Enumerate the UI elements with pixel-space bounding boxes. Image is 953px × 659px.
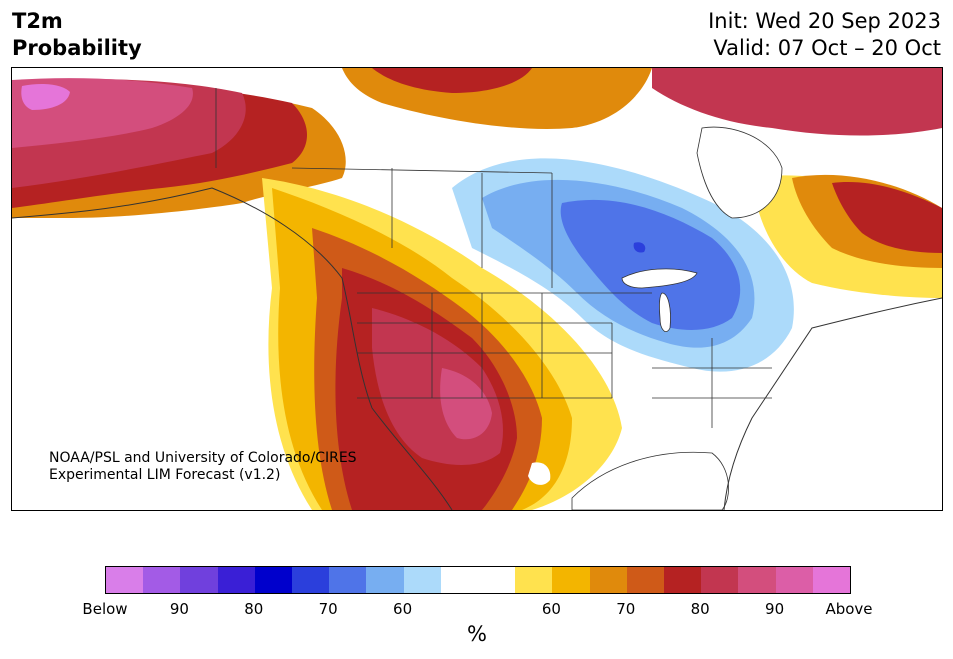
colorbar-above-8 <box>812 567 851 593</box>
colorbar-above-5 <box>701 567 739 593</box>
colorbar-below-6 <box>329 567 367 593</box>
west-coastline <box>12 187 453 510</box>
colorbar-tick-label: Above <box>825 600 873 618</box>
region-west-pink <box>440 368 492 440</box>
colorbar-tick-label: 60 <box>541 600 561 618</box>
colorbar-neutral <box>440 567 516 593</box>
map-svg <box>12 68 942 510</box>
lake-michigan <box>659 292 671 332</box>
credit-line2: Experimental LIM Forecast (v1.2) <box>49 467 281 483</box>
chart-title: T2m Probability <box>12 8 142 62</box>
credit-text: NOAA/PSL and University of Colorado/CIRE… <box>49 450 357 484</box>
region-alaska-violet <box>21 84 70 110</box>
colorbar-above-4 <box>664 567 702 593</box>
colorbar-below-7 <box>366 567 404 593</box>
colorbar-above-1 <box>552 567 590 593</box>
lake-superior <box>621 268 698 289</box>
east-coastline <box>723 297 942 510</box>
political-boundaries <box>215 88 772 428</box>
region-labrador-magenta <box>652 68 942 136</box>
colorbar-tick-label: 80 <box>690 600 710 618</box>
region-mexico-white <box>528 462 551 485</box>
region-arctic-red <box>372 68 532 93</box>
hudson-bay <box>696 126 783 219</box>
colorbar-below-2 <box>180 567 218 593</box>
region-east-blue <box>560 199 741 330</box>
colorbar-above-3 <box>626 567 665 593</box>
colorbar-above-7 <box>775 567 813 593</box>
colorbar-tick-label: 90 <box>765 600 785 618</box>
title-type: Probability <box>12 36 142 60</box>
colorbar-above-0 <box>515 567 553 593</box>
colorbar-tick-label: 90 <box>169 600 189 618</box>
colorbar <box>105 566 851 594</box>
colorbar-below-8 <box>403 567 441 593</box>
colorbar-tick-label: Below <box>82 600 128 618</box>
credit-line1: NOAA/PSL and University of Colorado/CIRE… <box>49 450 357 466</box>
region-east-deep-blue <box>633 242 646 253</box>
colorbar-below-5 <box>292 567 330 593</box>
colorbar-below-1 <box>143 567 181 593</box>
gulf-of-mexico <box>571 451 729 510</box>
colorbar-below-3 <box>217 567 255 593</box>
colorbar-below-4 <box>254 567 293 593</box>
title-variable: T2m <box>12 9 63 33</box>
forecast-dates: Init: Wed 20 Sep 2023 Valid: 07 Oct – 20… <box>708 8 941 62</box>
forecast-map <box>11 67 943 511</box>
colorbar-tick-label: 70 <box>616 600 636 618</box>
colorbar-tick-label: 60 <box>393 600 413 618</box>
colorbar-tick-label: 70 <box>318 600 338 618</box>
region-quebec-red <box>832 182 942 253</box>
colorbar-above-2 <box>589 567 627 593</box>
colorbar-above-6 <box>738 567 776 593</box>
init-date: Init: Wed 20 Sep 2023 <box>708 9 941 33</box>
colorbar-unit: % <box>467 622 487 646</box>
colorbar-tick-label: 80 <box>244 600 264 618</box>
valid-date: Valid: 07 Oct – 20 Oct <box>713 36 941 60</box>
colorbar-below-0 <box>106 567 144 593</box>
